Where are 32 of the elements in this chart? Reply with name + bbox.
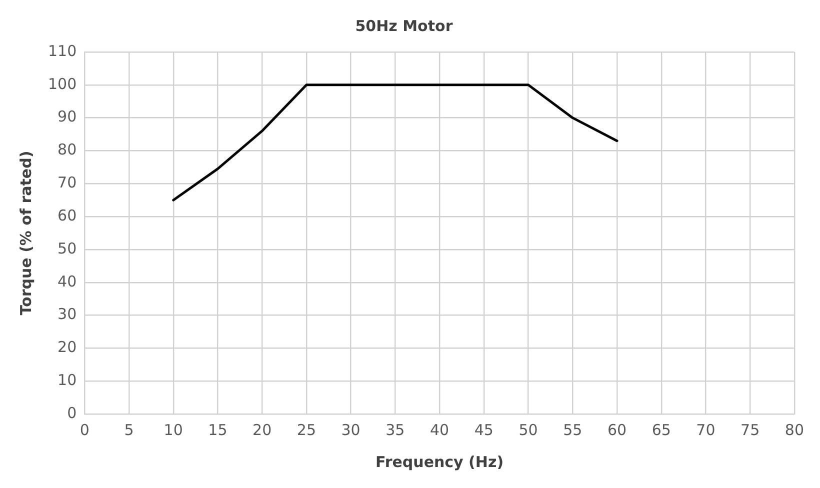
- y-tick-label: 80: [58, 140, 77, 159]
- x-axis-title: Frequency (Hz): [376, 452, 504, 471]
- x-tick-label: 10: [164, 420, 183, 439]
- x-tick-label: 30: [341, 420, 360, 439]
- x-tick-label: 80: [784, 420, 804, 439]
- x-tick-label: 15: [208, 420, 228, 439]
- x-tick-label: 60: [607, 420, 627, 439]
- x-tick-label: 25: [296, 420, 316, 439]
- chart-title: 50Hz Motor: [355, 16, 454, 35]
- x-tick-label: 20: [252, 420, 272, 439]
- y-tick-label: 100: [48, 74, 77, 93]
- y-tick-label: 110: [48, 42, 77, 60]
- y-tick-label: 0: [67, 404, 77, 422]
- x-tick-label: 70: [696, 420, 716, 439]
- x-tick-label: 45: [474, 420, 494, 439]
- y-axis-title: Torque (% of rated): [16, 150, 35, 316]
- x-tick-label: 65: [652, 420, 671, 439]
- y-tick-label: 90: [58, 108, 77, 126]
- y-tick-label: 70: [58, 174, 77, 192]
- y-tick-label: 30: [58, 305, 77, 324]
- y-tick-label: 60: [58, 206, 77, 224]
- x-tick-label: 50: [518, 420, 538, 439]
- x-tick-label: 0: [80, 420, 90, 439]
- y-tick-label: 50: [58, 239, 77, 258]
- x-tick-label: 35: [386, 420, 405, 439]
- y-tick-label: 40: [58, 272, 77, 290]
- x-tick-label: 5: [124, 420, 134, 439]
- y-tick-label: 20: [58, 338, 77, 356]
- x-tick-label: 40: [430, 420, 450, 439]
- x-tick-label: 55: [563, 420, 582, 439]
- y-tick-label: 10: [58, 370, 77, 389]
- x-tick-label: 75: [740, 420, 760, 439]
